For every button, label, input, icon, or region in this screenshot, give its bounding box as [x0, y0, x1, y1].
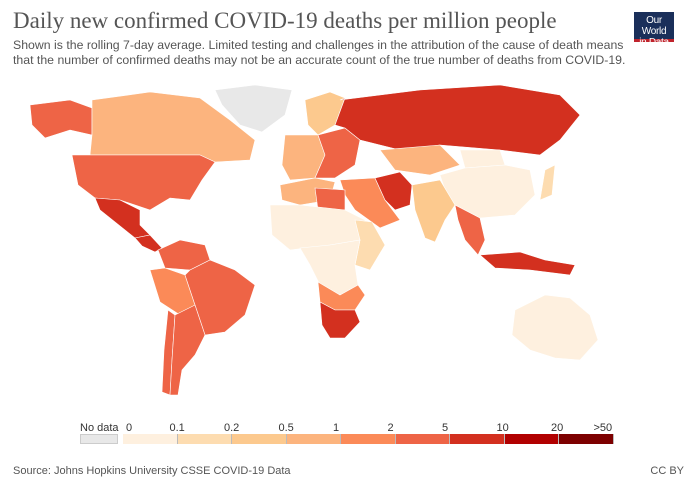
legend-no-data-label: No data: [80, 422, 119, 434]
legend-tick-label: 2: [387, 422, 394, 434]
country-china[interactable]: [439, 164, 536, 219]
legend-tick-label: 10: [496, 422, 509, 434]
legend-swatch[interactable]: [504, 434, 559, 444]
country-greenland[interactable]: [214, 84, 293, 133]
legend-no-data-swatch[interactable]: [80, 434, 118, 444]
country-alaska[interactable]: [29, 99, 93, 139]
legend-swatch[interactable]: [559, 434, 614, 444]
owid-logo[interactable]: Our World in Data: [634, 12, 674, 48]
legend-tick-label: 0.1: [169, 422, 185, 434]
country-indonesia[interactable]: [479, 251, 576, 276]
country-japan[interactable]: [539, 164, 556, 201]
legend-swatch[interactable]: [177, 434, 232, 444]
legend-tick-label: 1: [333, 422, 340, 434]
country-russia[interactable]: [334, 84, 581, 156]
legend-tick-label: >50: [593, 422, 613, 434]
legend-tick-label: 0.2: [224, 422, 240, 434]
country-iran[interactable]: [374, 171, 413, 211]
page-title: Daily new confirmed COVID-19 deaths per …: [13, 8, 557, 33]
legend-swatch[interactable]: [395, 434, 450, 444]
country-canada[interactable]: [89, 91, 256, 163]
country-libya[interactable]: [314, 187, 346, 211]
country-kazakhstan[interactable]: [379, 144, 461, 176]
legend-swatch[interactable]: [286, 434, 341, 444]
legend-swatch[interactable]: [450, 434, 505, 444]
country-central-africa[interactable]: [299, 239, 361, 296]
country-south-africa[interactable]: [319, 301, 361, 339]
subtitle-line-2: that the number of confirmed deaths may …: [13, 53, 626, 67]
legend-tick-label: 5: [442, 422, 449, 434]
country-india[interactable]: [411, 179, 456, 243]
country-argentina[interactable]: [169, 304, 206, 396]
legend-tick-label: 0.5: [278, 422, 294, 434]
country-southeast-asia[interactable]: [454, 204, 486, 256]
legend-tick-label: 0: [126, 422, 133, 434]
country-brazil[interactable]: [184, 259, 256, 336]
country-usa[interactable]: [71, 154, 216, 211]
legend-swatch[interactable]: [232, 434, 287, 444]
source-note: Source: Johns Hopkins University CSSE CO…: [13, 465, 291, 477]
legend-tick-label: 20: [551, 422, 564, 434]
country-australia[interactable]: [511, 294, 599, 361]
legend-swatch[interactable]: [123, 434, 178, 444]
country-central-america[interactable]: [134, 234, 163, 253]
subtitle-line-1: Shown is the rolling 7-day average. Limi…: [13, 38, 624, 52]
legend-swatch[interactable]: [341, 434, 396, 444]
world-map[interactable]: [0, 70, 696, 410]
license-label[interactable]: CC BY: [650, 465, 684, 477]
